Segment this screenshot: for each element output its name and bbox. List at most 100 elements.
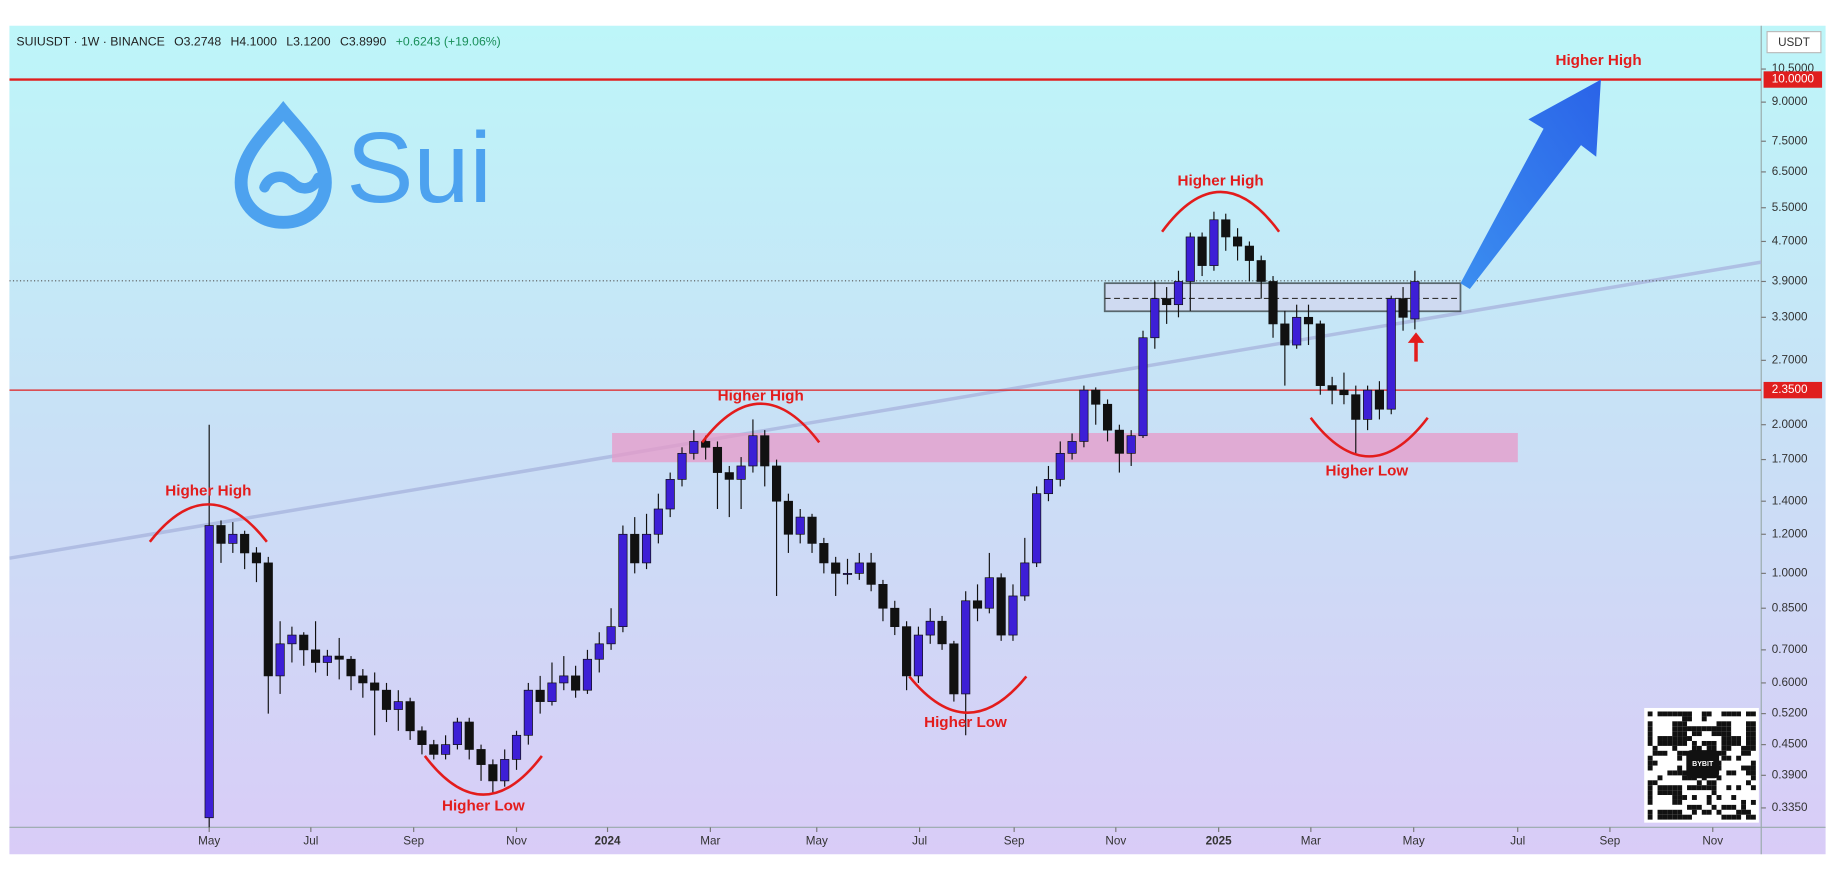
qr-cell	[1667, 726, 1673, 732]
qr-cell	[1731, 731, 1737, 737]
qr-cell	[1726, 726, 1732, 732]
candle-body	[1209, 219, 1219, 266]
qr-cell	[1736, 755, 1742, 761]
qr-cell	[1672, 790, 1678, 796]
qr-cell	[1750, 760, 1756, 766]
qr-cell	[1691, 726, 1697, 732]
candle-body	[1268, 281, 1278, 325]
qr-cell	[1687, 716, 1692, 722]
qr-cell	[1696, 780, 1702, 786]
x-tick-label: Nov	[1105, 834, 1126, 847]
candle-body	[653, 508, 663, 535]
qr-cell	[1726, 755, 1732, 761]
qr-cell	[1716, 809, 1722, 815]
qr-cell	[1662, 721, 1668, 727]
candle-body	[1386, 298, 1396, 410]
qr-cell	[1706, 726, 1712, 732]
candle-body	[1102, 403, 1113, 431]
qr-cell	[1731, 721, 1737, 727]
candle-body	[1233, 236, 1243, 247]
y-axis-unit: USDT	[1778, 36, 1810, 49]
qr-cell	[1657, 809, 1663, 815]
qr-cell	[1750, 726, 1756, 732]
qr-cell	[1647, 790, 1653, 796]
qr-cell	[1746, 745, 1751, 751]
candle-body	[405, 701, 415, 732]
annotation: Higher Low	[442, 797, 525, 814]
y-tick-label: 9.0000	[1772, 95, 1808, 108]
price-badge	[1763, 381, 1823, 399]
qr-cell	[1746, 780, 1751, 786]
qr-cell	[1667, 785, 1673, 791]
candle-body	[571, 675, 581, 691]
qr-cell	[1672, 745, 1678, 751]
qr-cell	[1652, 760, 1658, 766]
ohlc-label: O3.2748	[174, 34, 221, 48]
qr-cell	[1691, 785, 1697, 791]
candle-body	[1256, 260, 1266, 282]
qr-cell	[1667, 770, 1673, 776]
y-tick-label: 2.0000	[1772, 418, 1808, 431]
y-tick-label: 3.9000	[1772, 275, 1808, 288]
qr-cell	[1731, 736, 1737, 741]
candle-body	[1292, 316, 1302, 346]
candle-body	[1327, 385, 1337, 391]
candle-body	[216, 525, 226, 544]
candle-body	[866, 562, 876, 585]
qr-cell	[1746, 721, 1751, 727]
y-tick-label: 0.6000	[1772, 676, 1808, 689]
qr-cell	[1647, 814, 1653, 820]
candle-body	[1315, 323, 1325, 386]
candle-body	[393, 701, 403, 710]
qr-cell	[1652, 750, 1658, 756]
candle-body	[547, 682, 557, 702]
qr-cell	[1691, 804, 1697, 810]
y-tick-label: 0.7000	[1772, 643, 1808, 656]
qr-cell	[1647, 765, 1653, 771]
qr-cell	[1652, 780, 1658, 786]
candle-body	[452, 721, 462, 745]
qr-cell	[1731, 740, 1737, 746]
candle-body	[240, 533, 250, 554]
projection-arrow	[1460, 79, 1601, 290]
qr-cell	[1647, 799, 1653, 805]
candle-body	[902, 626, 912, 677]
qr-cell	[1691, 745, 1697, 751]
qr-cell	[1726, 716, 1732, 722]
logo-text: Sui	[346, 112, 491, 224]
overlay: Higher High Higher High Higher High Higher …	[148, 52, 1642, 814]
qr-cell	[1677, 785, 1683, 791]
qr-cell	[1657, 721, 1663, 727]
qr-cell	[1657, 731, 1663, 737]
candle-body	[1374, 389, 1384, 410]
qr-cell	[1652, 721, 1658, 727]
qr-cell	[1750, 716, 1756, 722]
candle-body	[996, 577, 1006, 636]
y-tick-label: 2.7000	[1772, 353, 1808, 366]
candle-body	[287, 634, 297, 645]
qr-cell	[1726, 740, 1732, 746]
qr-cell	[1716, 795, 1722, 800]
qr-cell	[1667, 731, 1673, 737]
candle-body	[1303, 316, 1314, 325]
qr-cell	[1682, 795, 1688, 800]
qr-cell	[1667, 804, 1673, 810]
qr-cell	[1741, 804, 1747, 810]
candle-body	[618, 533, 628, 628]
candle-body	[807, 516, 817, 544]
qr-cell	[1687, 785, 1692, 791]
qr-cell	[1750, 765, 1756, 771]
qr-cell	[1736, 785, 1742, 791]
qr-cell	[1667, 721, 1673, 727]
candle-body	[1398, 298, 1408, 318]
qr-cell	[1750, 770, 1756, 776]
qr-cell	[1672, 731, 1678, 737]
qr-cell	[1701, 785, 1707, 791]
y-tick-label: 6.5000	[1772, 165, 1808, 178]
qr-cell	[1726, 721, 1732, 727]
qr-cell	[1647, 736, 1653, 741]
candle-body	[299, 634, 309, 651]
qr-cell	[1731, 814, 1737, 820]
candle-body	[251, 552, 262, 564]
